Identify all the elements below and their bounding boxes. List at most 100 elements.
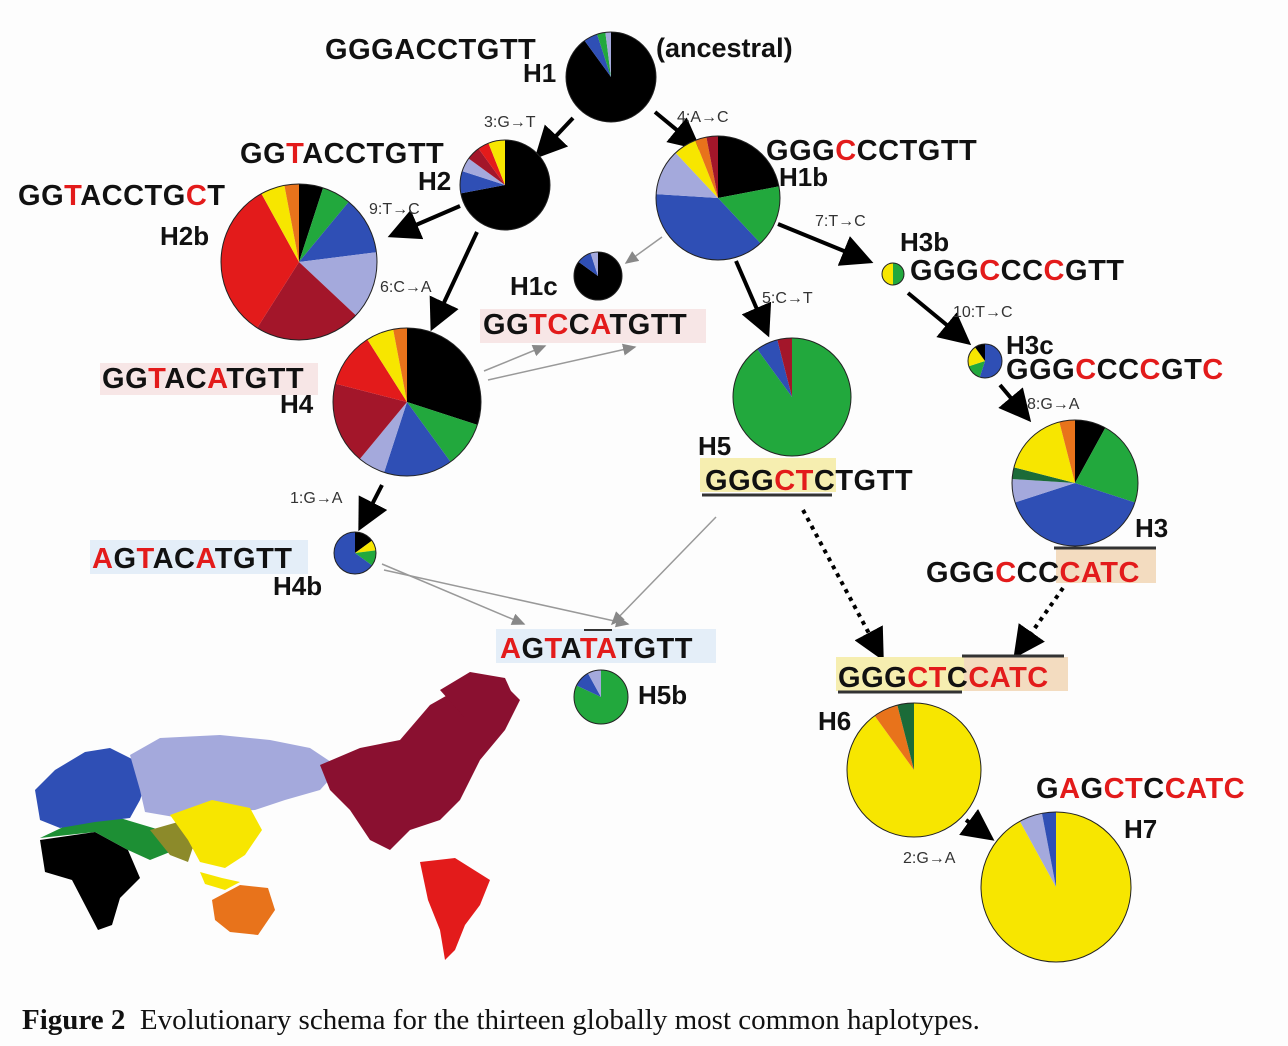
sequence-base: C — [1001, 255, 1022, 287]
sequence-base: G — [371, 34, 394, 66]
sequence-base: A — [394, 34, 415, 66]
pie-slice-black — [299, 184, 324, 262]
sequence-base: T — [651, 309, 669, 341]
sequence-base: C — [186, 180, 207, 212]
sequence-base: G — [751, 465, 774, 497]
sequence-h6: GGGCTCCATC — [838, 662, 1049, 694]
pie-slice-lavender — [1019, 813, 1056, 887]
sequence-base: C — [947, 662, 968, 694]
pie-h4 — [332, 327, 482, 477]
label-h5b: H5b — [638, 680, 687, 710]
pie-slice-blue — [1015, 483, 1135, 547]
haplotype-labels: (ancestral) H1 H2 H1b H2b H1c H3b H4 H5 … — [160, 33, 1168, 844]
sequence-base: A — [561, 633, 582, 665]
sequence-base: T — [1205, 773, 1223, 805]
pie-h5b — [573, 669, 629, 725]
sequence-base: T — [675, 633, 693, 665]
sequence-base: C — [186, 363, 207, 395]
sequence-base: G — [972, 557, 995, 589]
label-h6: H6 — [818, 706, 851, 736]
sequence-base: T — [669, 309, 687, 341]
sequence-base: G — [861, 662, 884, 694]
label-h3: H3 — [1135, 513, 1168, 543]
pie-slice-green — [733, 338, 852, 456]
pie-slice-green — [597, 32, 611, 77]
pie-slice-yellow — [675, 140, 718, 198]
map-africa — [40, 832, 140, 930]
sequence-base: G — [18, 180, 41, 212]
pie-slice-lavender — [590, 251, 598, 276]
pie-slice-yellow — [355, 540, 376, 553]
sequence-base: G — [263, 138, 286, 170]
label-h3c: H3c — [1006, 330, 1054, 360]
sequence-base: G — [812, 135, 835, 167]
sequence-base: G — [125, 363, 148, 395]
mutation-label-7: 7:T→C — [815, 213, 866, 230]
sequence-base: C — [123, 180, 144, 212]
sequence-base: C — [1060, 557, 1081, 589]
pie-slice-lavender — [359, 402, 407, 473]
sequence-base: T — [286, 138, 304, 170]
arrow-h4b-h5b-b — [383, 569, 630, 628]
arrow-h4-h1c-b — [487, 343, 637, 381]
sequence-base: C — [1027, 662, 1048, 694]
sequence-base: A — [1186, 773, 1207, 805]
haplotype-pies — [220, 31, 1139, 963]
sequence-base: A — [92, 543, 113, 575]
sequence-base: T — [1106, 255, 1124, 287]
sequence-h3b: GGGCCCCGTT — [910, 255, 1125, 287]
mutation-label-6: 6:C→A — [380, 279, 432, 296]
figure-number: Figure 2 — [22, 1004, 126, 1036]
pie-h3 — [1011, 419, 1139, 547]
sequence-base: T — [64, 180, 82, 212]
pie-slice-blue — [655, 194, 761, 261]
h1c-seq-highlight — [480, 309, 706, 343]
pie-outline — [459, 139, 551, 231]
pie-outline — [220, 183, 378, 341]
label-h1: H1 — [523, 58, 556, 88]
sequence-base: G — [1052, 354, 1075, 386]
sequence-h2: GGTACCTGTT — [240, 138, 444, 170]
mutation-label-3: 3:G→T — [484, 114, 536, 131]
sequence-base: T — [148, 363, 166, 395]
pie-slice-orange — [393, 328, 407, 402]
pie-slice-red — [478, 143, 505, 185]
sequence-base: A — [164, 363, 185, 395]
sequence-base: T — [580, 633, 598, 665]
sequence-base: T — [929, 662, 947, 694]
sequence-base: T — [900, 135, 918, 167]
sequence-h4: GGTACATGTT — [102, 363, 304, 395]
arrow-h1b-h5 — [734, 260, 772, 338]
h6-seq-highlight-a — [836, 657, 964, 691]
pie-slice-green — [893, 263, 904, 285]
haplotype-network-diagram: 3:G→T 4:A→C 9:T→C 6:C→A 7:T→C 5:C→T 10:T… — [18, 31, 1245, 963]
map-south-america — [420, 858, 490, 960]
sequence-base: G — [949, 557, 972, 589]
arrow-h5-h5b — [610, 516, 717, 626]
mutation-label-8: 8:G→A — [1027, 396, 1080, 413]
arrow-h2-h2b — [387, 204, 461, 240]
pie-slice-yellow — [367, 329, 407, 402]
pie-slice-black — [565, 32, 656, 122]
sequence-base: A — [1059, 773, 1080, 805]
pie-slice-green — [299, 187, 349, 262]
h5b-seq-highlight — [496, 629, 716, 663]
sequence-base: C — [569, 309, 590, 341]
sequence-h7: GAGCTCCATC — [1036, 773, 1245, 805]
pie-slice-darkred — [777, 338, 792, 397]
sequence-base: C — [995, 557, 1016, 589]
sequence-base: G — [926, 557, 949, 589]
sequence-base: C — [1165, 773, 1186, 805]
pie-outline — [881, 262, 905, 286]
pie-slice-darkgreen — [1012, 467, 1075, 483]
sequence-base: G — [705, 465, 728, 497]
sequence-base: C — [324, 138, 345, 170]
pie-slice-green — [1075, 427, 1139, 503]
sequence-base: T — [1009, 662, 1027, 694]
sequence-base: C — [907, 662, 928, 694]
sequence-base: C — [1097, 354, 1118, 386]
sequence-base: G — [1029, 354, 1052, 386]
pie-h4b — [333, 531, 377, 575]
pie-slice-blue — [1041, 812, 1056, 887]
